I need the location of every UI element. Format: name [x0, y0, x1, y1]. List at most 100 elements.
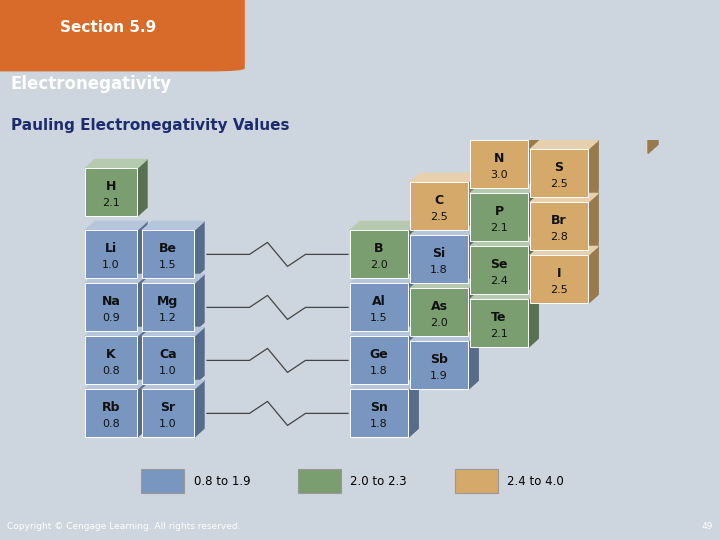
Polygon shape	[142, 274, 204, 284]
Polygon shape	[468, 226, 478, 284]
Text: Be: Be	[159, 242, 177, 255]
Text: Section 5.9: Section 5.9	[60, 21, 156, 36]
Text: 3.0: 3.0	[490, 170, 508, 180]
Polygon shape	[350, 380, 418, 389]
Text: 2.1: 2.1	[102, 198, 120, 208]
Polygon shape	[142, 380, 204, 389]
Text: 2.0: 2.0	[370, 260, 388, 270]
Polygon shape	[350, 221, 418, 231]
Polygon shape	[528, 184, 538, 241]
Polygon shape	[408, 221, 418, 279]
Text: 1.8: 1.8	[430, 265, 448, 275]
Polygon shape	[648, 131, 658, 153]
Text: 1.8: 1.8	[370, 419, 388, 429]
Polygon shape	[85, 380, 147, 389]
Polygon shape	[350, 274, 418, 284]
Polygon shape	[85, 327, 147, 336]
Polygon shape	[588, 131, 598, 303]
Polygon shape	[137, 221, 147, 279]
Text: 1.9: 1.9	[430, 371, 448, 381]
Polygon shape	[408, 380, 418, 437]
Polygon shape	[468, 333, 478, 389]
Bar	[85, 168, 137, 217]
Polygon shape	[588, 246, 598, 303]
Bar	[85, 336, 137, 384]
Polygon shape	[530, 193, 598, 202]
Bar	[455, 469, 498, 493]
Polygon shape	[410, 226, 478, 235]
Polygon shape	[85, 221, 147, 231]
Bar	[410, 288, 468, 336]
Bar	[410, 235, 468, 284]
Text: Mg: Mg	[158, 295, 179, 308]
Text: 2.4: 2.4	[490, 276, 508, 286]
Bar	[141, 469, 184, 493]
Text: Electronegativity: Electronegativity	[11, 76, 172, 93]
Polygon shape	[530, 140, 598, 150]
Polygon shape	[588, 193, 598, 251]
Bar	[142, 336, 194, 384]
Text: Sr: Sr	[161, 401, 176, 414]
Text: 0.8: 0.8	[102, 419, 120, 429]
Bar	[142, 231, 194, 279]
Bar	[350, 336, 408, 384]
Polygon shape	[137, 380, 147, 437]
Text: S: S	[554, 161, 564, 174]
Bar	[530, 255, 588, 303]
Polygon shape	[85, 274, 147, 284]
Polygon shape	[85, 159, 147, 168]
Polygon shape	[410, 333, 478, 341]
Polygon shape	[528, 238, 538, 294]
Text: 1.5: 1.5	[370, 313, 388, 323]
Polygon shape	[470, 184, 538, 193]
Text: Sn: Sn	[370, 401, 388, 414]
Text: 2.5: 2.5	[550, 285, 568, 295]
Polygon shape	[470, 131, 538, 140]
Bar	[470, 140, 528, 188]
Polygon shape	[468, 279, 478, 336]
Bar	[85, 231, 137, 279]
Polygon shape	[470, 238, 538, 246]
Text: Pauling Electronegativity Values: Pauling Electronegativity Values	[11, 118, 289, 133]
Bar	[470, 299, 528, 347]
Text: 0.8: 0.8	[102, 366, 120, 376]
Polygon shape	[142, 221, 204, 231]
Polygon shape	[137, 327, 147, 384]
Text: 2.0: 2.0	[430, 318, 448, 328]
Polygon shape	[528, 131, 538, 188]
Text: Ge: Ge	[369, 348, 388, 361]
Polygon shape	[137, 159, 147, 217]
Text: I: I	[557, 267, 562, 280]
Polygon shape	[350, 327, 418, 336]
Polygon shape	[194, 221, 204, 279]
Text: Br: Br	[552, 214, 567, 227]
FancyBboxPatch shape	[0, 0, 245, 71]
Text: 0.9: 0.9	[102, 313, 120, 323]
Text: Rb: Rb	[102, 401, 120, 414]
Text: Sb: Sb	[430, 353, 448, 366]
Text: 2.8: 2.8	[550, 232, 568, 242]
Polygon shape	[142, 327, 204, 336]
Bar	[85, 389, 137, 437]
Polygon shape	[588, 140, 598, 198]
Text: 2.1: 2.1	[490, 223, 508, 233]
Text: Se: Se	[490, 258, 508, 271]
Text: Copyright © Cengage Learning. All rights reserved.: Copyright © Cengage Learning. All rights…	[7, 522, 240, 531]
Polygon shape	[410, 279, 478, 288]
Text: 1.0: 1.0	[159, 419, 177, 429]
Polygon shape	[408, 274, 418, 332]
Bar	[410, 341, 468, 389]
Text: 1.0: 1.0	[102, 260, 120, 270]
Polygon shape	[137, 274, 147, 332]
Text: 2.5: 2.5	[550, 179, 568, 189]
Bar	[530, 202, 588, 251]
Text: 1.8: 1.8	[370, 366, 388, 376]
Bar	[298, 469, 341, 493]
Bar	[470, 193, 528, 241]
Bar	[85, 284, 137, 332]
Bar	[350, 284, 408, 332]
Text: H: H	[106, 180, 116, 193]
Polygon shape	[528, 131, 538, 347]
Bar	[410, 183, 468, 231]
Text: Al: Al	[372, 295, 386, 308]
